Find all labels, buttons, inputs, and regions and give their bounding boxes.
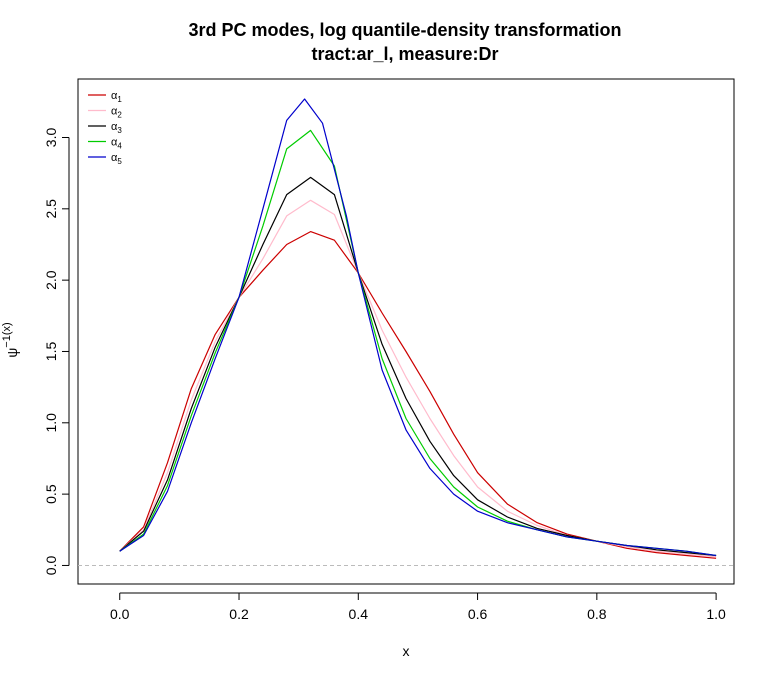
x-axis: 0.0 0.2 0.4 0.6 0.8 1.0 [110,592,726,622]
x-axis-label: x [403,643,410,659]
x-tick-label: 1.0 [706,606,726,622]
series-line-alpha-1 [119,231,717,559]
x-tick-label: 0.6 [468,606,488,622]
chart-title: 3rd PC modes, log quantile-density trans… [188,20,621,40]
y-axis: 0.0 0.5 1.0 1.5 2.0 2.5 3.0 [43,128,70,576]
x-tick-label: 0.4 [349,606,369,622]
legend-entry-alpha-2: α2 [111,106,122,120]
legend-entry-alpha-5: α5 [111,152,122,166]
plot-frame [77,78,735,585]
y-axis-label: ψ−1(x) [1,322,20,357]
chart-subtitle: tract:ar_l, measure:Dr [311,44,498,64]
y-tick-label: 0.0 [43,556,59,576]
y-tick-label: 1.0 [43,413,59,433]
y-tick-label: 2.0 [43,270,59,290]
legend-entry-alpha-4: α4 [111,137,122,151]
y-tick-label: 3.0 [43,128,59,148]
x-tick-label: 0.8 [587,606,607,622]
series-line-alpha-4 [119,129,717,557]
y-tick-label: 0.5 [43,484,59,504]
y-axis-label-main: ψ [4,348,20,358]
x-tick-label: 0.2 [229,606,249,622]
series-line-alpha-2 [119,199,717,558]
y-tick-label: 2.5 [43,199,59,219]
y-axis-label-superscript: −1(x) [1,322,13,347]
series-line-alpha-3 [119,176,717,557]
series-line-alpha-5 [119,98,717,557]
series-group [119,98,717,559]
legend-entry-alpha-1: α1 [111,90,122,104]
y-tick-label: 1.5 [43,342,59,362]
x-tick-label: 0.0 [110,606,130,622]
legend-entry-alpha-3: α3 [111,121,122,135]
